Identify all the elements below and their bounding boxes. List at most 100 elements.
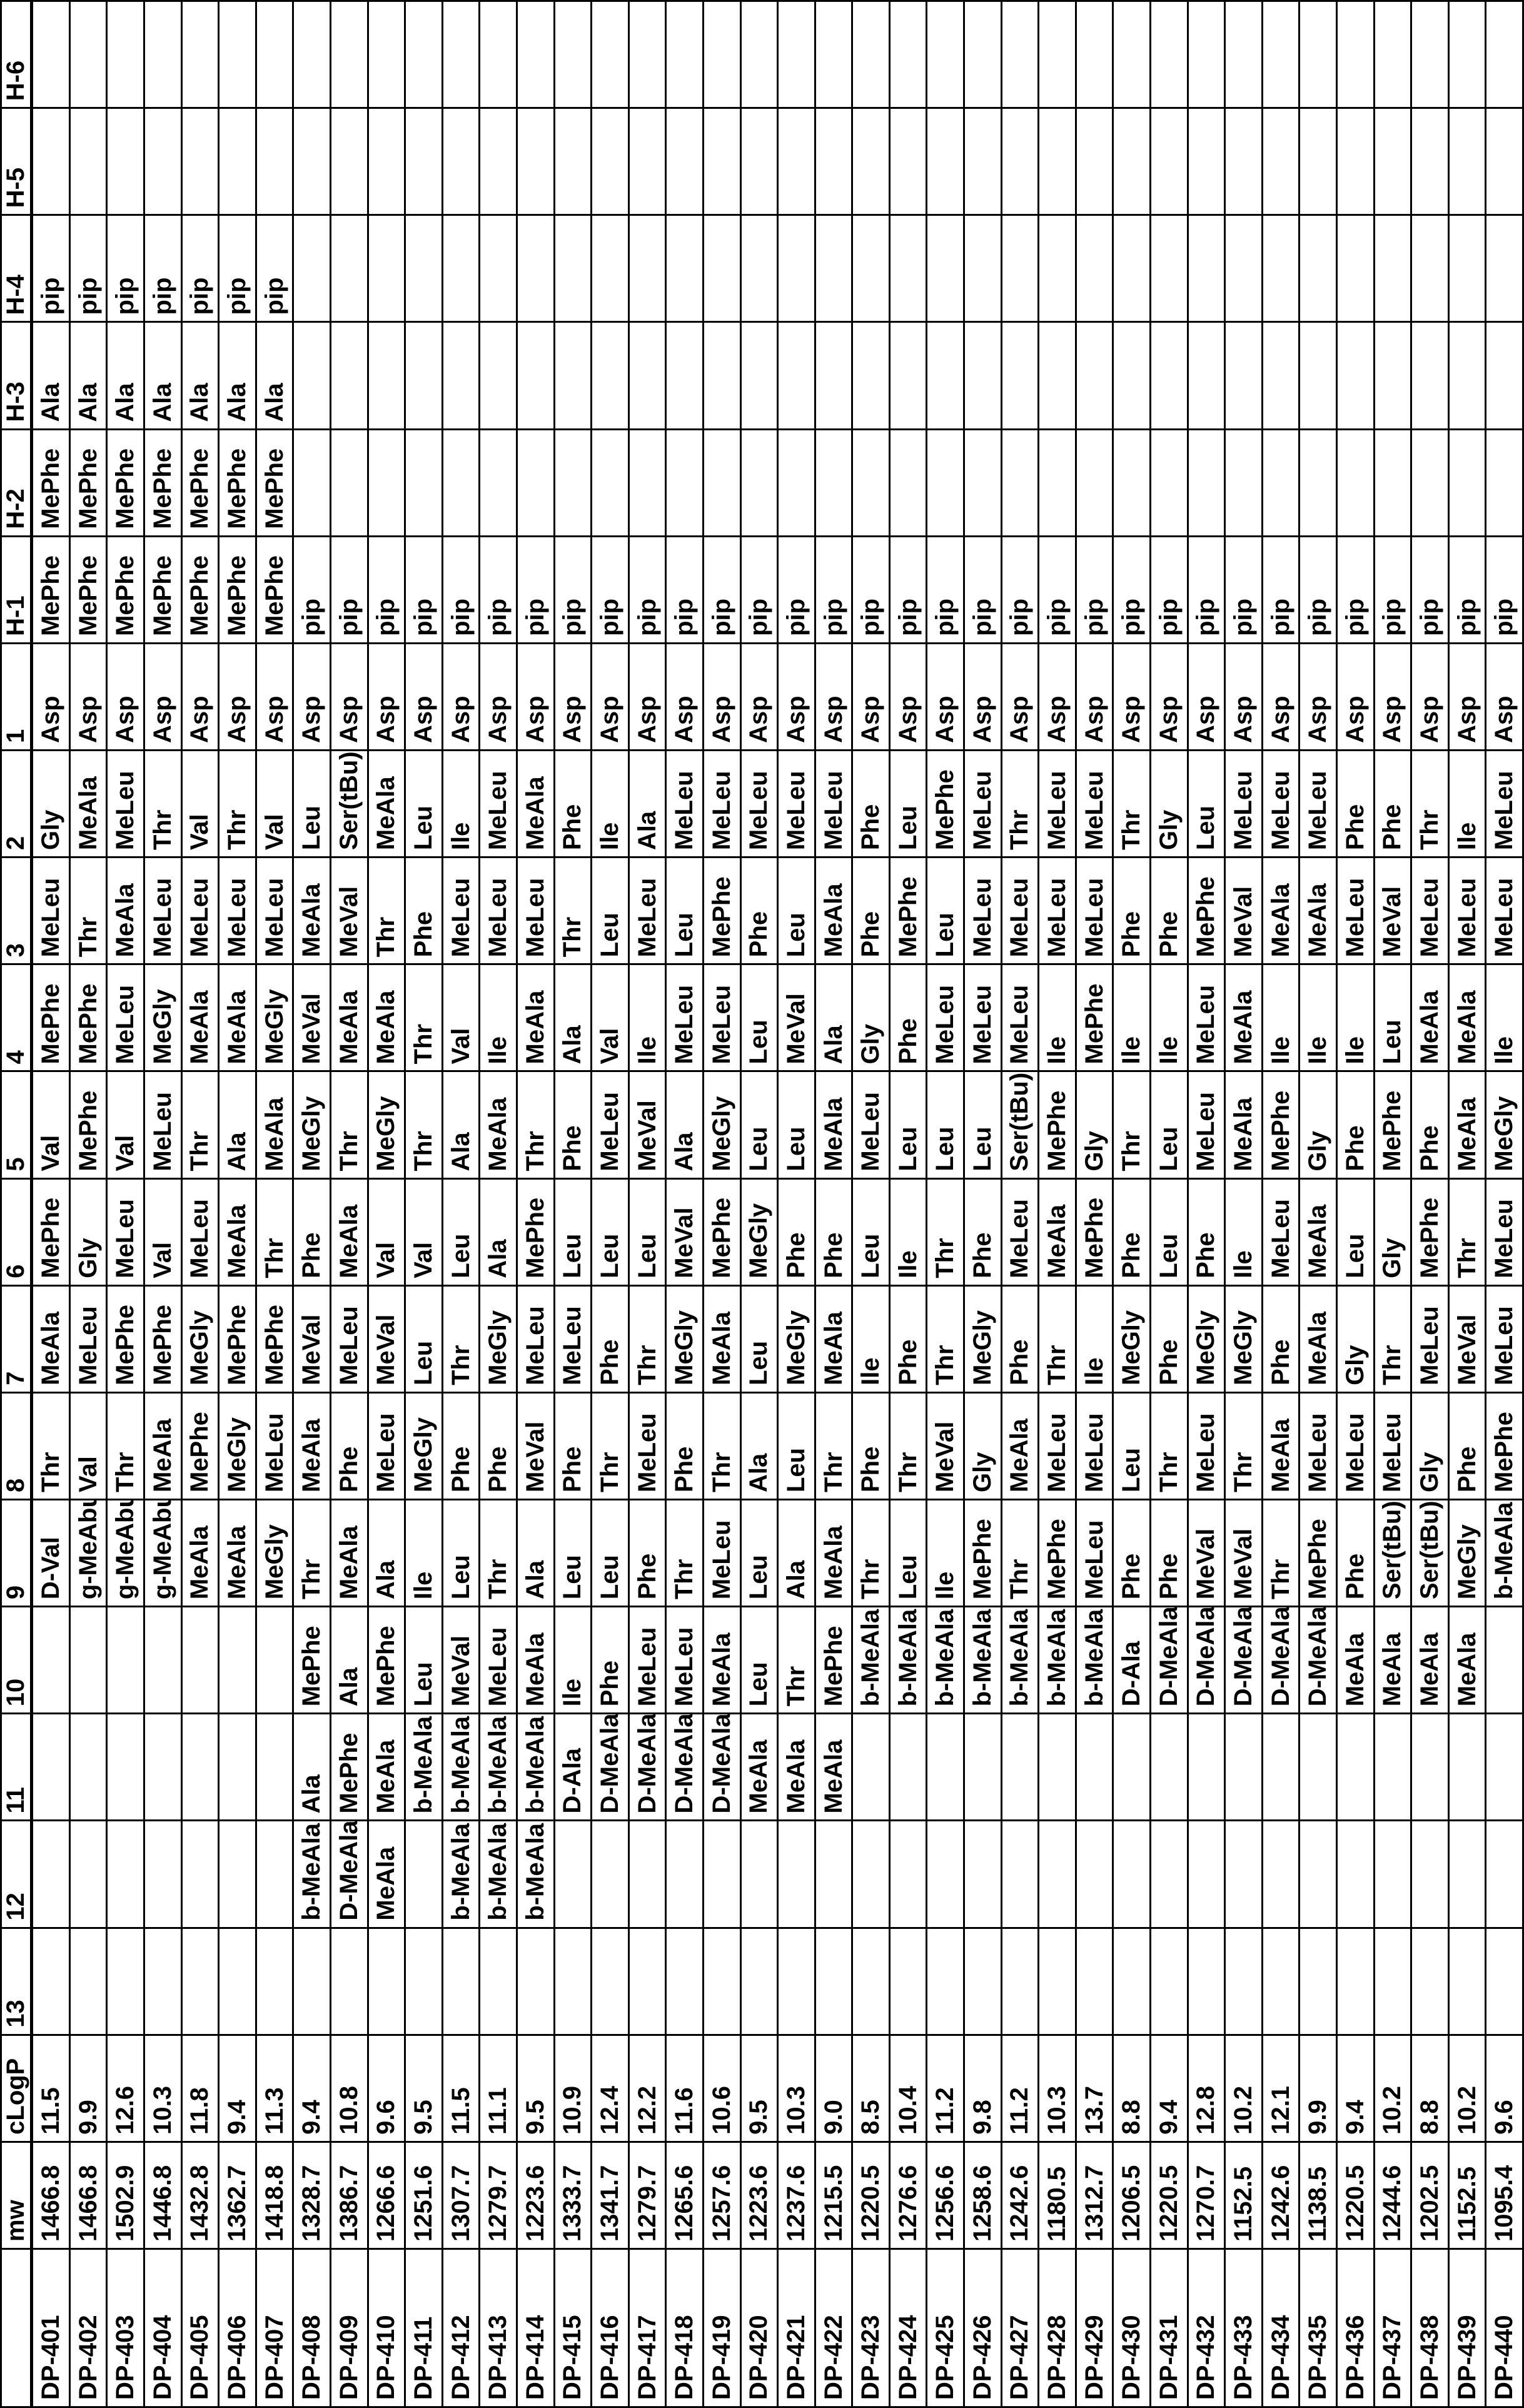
cell-12 [1411,1820,1449,1928]
cell-7: MeLeu [69,1285,107,1393]
table-row: DP-409 1386.7 10.8 D-MeAla MePhe Ala MeAla Phe M… [330,1,368,2407]
cell-13 [479,1928,517,2035]
cell-h-1: MePhe [218,536,256,644]
cell-10: Leu [740,1606,778,1714]
cell-h-2: MePhe [69,429,107,537]
cell-8: MeLeu [1299,1392,1337,1500]
cell-h-6 [1150,1,1188,108]
cell-8: MeVal [926,1392,964,1500]
cell-5: MeLeu [1188,1071,1225,1179]
cell-mw: 1362.7 [218,2142,256,2249]
cell-3: MeLeu [1336,857,1375,964]
cell-8: MeAla [1001,1392,1039,1500]
cell-13 [405,1928,443,2035]
cell-2: MeLeu [1485,750,1523,857]
cell-clogp: 9.9 [1299,2035,1337,2142]
cell-h-2 [1448,429,1486,537]
cell-4: Phe [889,964,927,1071]
cell-h-5 [703,108,741,215]
row-id-label: DP-439 [1448,2249,1486,2407]
cell-5: Leu [1150,1071,1188,1179]
cell-h-5 [1262,108,1299,215]
cell-12 [591,1820,629,1928]
cell-9: g-MeAbu [144,1499,182,1607]
table-row: DP-403 1502.9 12.6 g-MeAbu Thr MePhe MeLeu Val M… [106,1,144,2407]
cell-9: D-Val [31,1499,70,1607]
cell-9: Phe [1113,1499,1151,1607]
cell-7: Thr [926,1285,964,1393]
cell-10 [181,1606,219,1714]
cell-h-4 [1374,215,1411,322]
cell-13 [665,1928,704,2035]
cell-5: MeAla [256,1071,293,1179]
cell-10: Phe [591,1606,629,1714]
cell-6: Leu [442,1178,480,1286]
cell-7: MeVal [1448,1285,1486,1393]
cell-h-4: pip [144,215,182,322]
cell-5: MePhe [1038,1071,1076,1179]
table-row: DP-415 1333.7 10.9 D-Ala Ile Leu Phe MeLeu Leu Ph… [554,1,592,2407]
cell-3: Phe [740,857,778,964]
cell-8: MeLeu [368,1392,405,1500]
cell-1: Asp [517,643,555,751]
cell-h-6 [181,1,219,108]
cell-9: Leu [442,1499,480,1607]
cell-h-1: pip [964,536,1002,644]
cell-10: MeLeu [665,1606,704,1714]
cell-h-2 [665,429,704,537]
cell-5: Leu [777,1071,815,1179]
cell-h-5 [665,108,704,215]
cell-3: MeLeu [218,857,256,964]
cell-mw: 1266.6 [368,2142,405,2249]
cell-h-5 [1188,108,1225,215]
row-id-label: DP-434 [1262,2249,1299,2407]
cell-h-6 [106,1,144,108]
cell-1: Asp [181,643,219,751]
cell-h-3 [926,321,964,430]
cell-h-3: Ala [144,321,182,430]
cell-h-6 [256,1,293,108]
cell-3: MeLeu [1448,857,1486,964]
column-header-h-6: H-6 [1,1,32,108]
cell-9: MeAla [181,1499,219,1607]
cell-11 [144,1713,182,1821]
cell-h-4 [1262,215,1299,322]
cell-mw: 1265.6 [665,2142,704,2249]
cell-h-3 [442,321,480,430]
cell-4: MeVal [293,964,331,1071]
column-header-10: 10 [1,1606,32,1714]
cell-clogp: 9.0 [815,2035,852,2142]
cell-3: MeVal [330,857,368,964]
cell-2: Ile [591,750,629,857]
cell-h-2 [1262,429,1299,537]
cell-6: MePhe [1076,1178,1113,1286]
cell-12 [628,1820,666,1928]
cell-h-3: Ala [181,321,219,430]
cell-7: MeGly [1113,1285,1151,1393]
cell-mw: 1341.7 [591,2142,629,2249]
cell-clogp: 10.2 [1224,2035,1263,2142]
row-id-label: DP-402 [69,2249,107,2407]
cell-4: MeAla [1411,964,1449,1071]
cell-2: Ile [1448,750,1486,857]
cell-h-4: pip [256,215,293,322]
cell-8: Gly [1411,1392,1449,1500]
cell-1: Asp [815,643,852,751]
cell-3: MeAla [1299,857,1337,964]
cell-h-3 [554,321,592,430]
cell-h-2 [703,429,741,537]
cell-5: Leu [740,1071,778,1179]
cell-h-5 [1076,108,1113,215]
cell-7: Leu [740,1285,778,1393]
cell-h-6 [852,1,890,108]
cell-h-5 [368,108,405,215]
cell-11: D-MeAla [665,1713,704,1821]
cell-3: MeLeu [628,857,666,964]
cell-2: Phe [852,750,890,857]
cell-h-1: MePhe [31,536,70,644]
cell-3: MeVal [1374,857,1411,964]
cell-5: MeVal [628,1071,666,1179]
cell-1: Asp [69,643,107,751]
cell-2: Phe [1374,750,1411,857]
cell-mw: 1258.6 [964,2142,1002,2249]
